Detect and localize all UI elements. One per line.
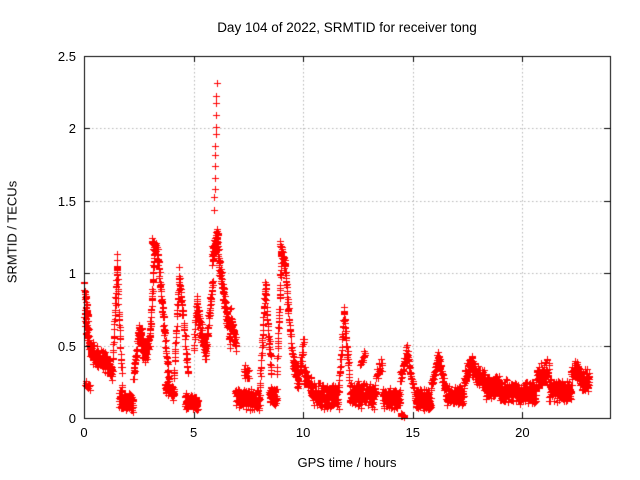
- x-tick-label: 5: [189, 425, 198, 440]
- y-tick-label: 1: [68, 266, 76, 282]
- y-tick-label: 1.5: [57, 193, 76, 209]
- x-axis-label: GPS time / hours: [297, 455, 397, 470]
- chart-title: Day 104 of 2022, SRMTID for receiver ton…: [217, 20, 477, 35]
- y-tick-label: 2: [68, 121, 76, 137]
- x-tick-label: 15: [405, 425, 420, 440]
- y-tick-label: 0: [68, 411, 76, 426]
- x-tick-label: 20: [515, 425, 530, 440]
- y-tick-label: 0.5: [57, 338, 76, 354]
- x-tick-label: 0: [80, 425, 88, 440]
- x-tick-label: 10: [295, 425, 311, 440]
- y-tick-label: 2.5: [57, 49, 76, 64]
